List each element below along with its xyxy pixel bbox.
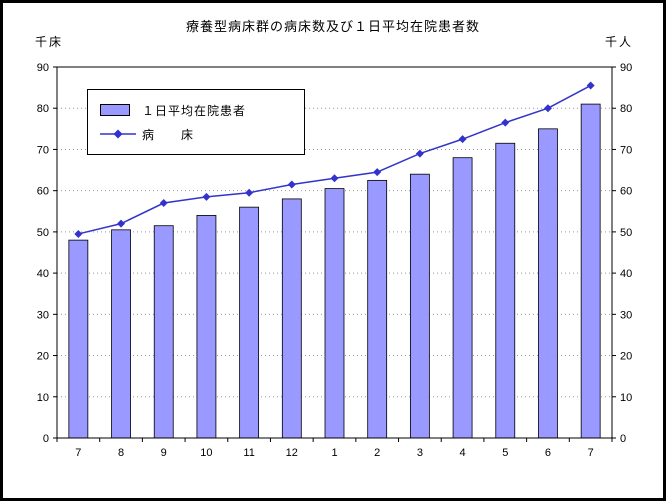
bar <box>367 179 388 439</box>
diamond-marker <box>373 168 382 177</box>
x-axis-label: 2 <box>374 447 380 459</box>
diamond-marker <box>458 135 467 144</box>
x-axis-label: 4 <box>460 447 466 459</box>
diamond-marker <box>543 104 552 113</box>
left-axis-unit: 千床 <box>35 35 64 49</box>
x-axis-label: 1 <box>331 447 337 459</box>
y-axis-label-left: 60 <box>37 186 49 198</box>
x-axis-label: 7 <box>588 447 594 459</box>
diamond-marker <box>159 199 168 208</box>
legend-bar-swatch <box>100 104 130 116</box>
x-axis-label: 11 <box>243 447 254 459</box>
y-axis-label-left: 20 <box>37 351 49 363</box>
diamond-marker <box>501 118 510 127</box>
y-axis-label-left: 40 <box>37 268 49 280</box>
y-axis-label-left: 90 <box>37 62 49 74</box>
chart-title: 療養型病床群の病床数及び１日平均在院患者数 <box>185 20 480 35</box>
bar <box>580 103 601 439</box>
x-axis-label: 10 <box>200 447 212 459</box>
y-axis-label-right: 90 <box>620 62 632 74</box>
bar <box>409 173 430 439</box>
diamond-marker <box>74 229 83 238</box>
y-axis-label-left: 80 <box>37 103 49 115</box>
plot-area: 0 0 10 10 20 20 30 30 40 40 50 50 60 60 70 70 80 80 90 90 7 8… <box>37 62 633 459</box>
legend-line-label: 病 床 <box>142 127 195 142</box>
legend-item-bar: １日平均在院患者 <box>100 98 292 122</box>
x-axis-label: 5 <box>502 447 508 459</box>
diamond-marker <box>330 174 339 183</box>
diamond-marker <box>415 149 424 158</box>
diamond-marker <box>117 219 126 228</box>
y-axis-label-left: 10 <box>37 392 49 404</box>
chart-svg: 0 0 10 10 20 20 30 30 40 40 50 50 60 60 70 70 80 80 90 90 7 8… <box>37 62 633 459</box>
y-axis-label-right: 50 <box>620 227 632 239</box>
legend-diamond-icon <box>113 129 123 139</box>
y-axis-label-left: 50 <box>37 227 49 239</box>
legend-bar-label: １日平均在院患者 <box>142 103 247 118</box>
y-axis-label-right: 30 <box>620 309 632 321</box>
diamond-marker <box>287 180 296 189</box>
bar <box>111 229 131 439</box>
y-axis-label-right: 10 <box>620 392 632 404</box>
x-axis-label: 9 <box>161 447 167 459</box>
bar <box>153 225 174 439</box>
bar <box>68 239 89 439</box>
x-axis-label: 12 <box>286 447 298 459</box>
x-axis-label: 8 <box>118 447 124 459</box>
y-axis-label-right: 40 <box>620 268 632 280</box>
bar <box>196 214 217 439</box>
y-axis-label-left: 30 <box>37 309 49 321</box>
y-axis-label-right: 80 <box>620 103 632 115</box>
diamond-marker <box>245 188 254 197</box>
legend-line-swatch <box>100 129 136 139</box>
x-axis-label: 3 <box>417 447 423 459</box>
y-axis-label-left: 0 <box>43 433 49 445</box>
bar <box>324 188 345 439</box>
legend-item-line: 病 床 <box>100 122 292 146</box>
x-axis-label: 7 <box>75 447 81 459</box>
diamond-marker <box>202 192 211 201</box>
bar <box>495 142 516 439</box>
bar <box>538 128 558 439</box>
plot-border <box>56 66 613 439</box>
y-axis-label-right: 0 <box>620 433 626 445</box>
bar <box>239 206 260 439</box>
y-axis-label-left: 70 <box>37 144 49 156</box>
bar <box>452 157 473 439</box>
y-axis-label-right: 70 <box>620 144 632 156</box>
diamond-marker <box>586 81 595 90</box>
y-axis-label-right: 60 <box>620 186 632 198</box>
right-axis-unit: 千人 <box>604 35 633 49</box>
bar <box>281 198 302 439</box>
y-axis-label-right: 20 <box>620 351 632 363</box>
x-axis-label: 6 <box>545 447 551 459</box>
legend: １日平均在院患者 病 床 <box>87 89 305 155</box>
